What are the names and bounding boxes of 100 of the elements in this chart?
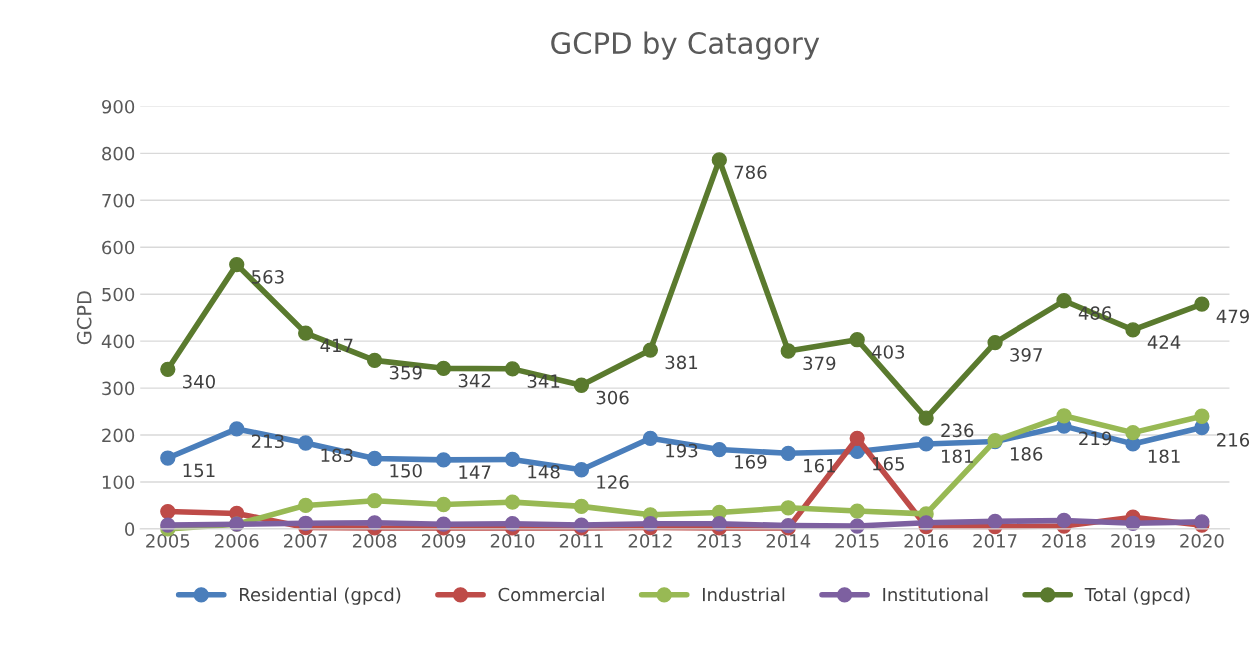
y-tick-label: 500 [102,287,135,302]
point [711,152,727,168]
point [298,325,314,341]
x-tick-label: 2007 [284,534,328,548]
data-label: 193 [666,443,698,458]
y-tick-label: 600 [102,240,135,255]
data-label: 147 [459,465,491,479]
data-label: 169 [735,455,767,469]
point [780,445,796,461]
x-tick-label: 2018 [1042,534,1086,548]
point [504,494,521,510]
legend-label: Industrial [702,587,785,602]
y-tick-label: 800 [102,146,135,161]
point [642,342,659,358]
point [573,462,590,478]
point [780,343,796,359]
x-tick-label: 2006 [215,534,259,548]
data-label: 340 [183,374,215,389]
data-label: 161 [804,458,835,473]
point [435,496,452,513]
point [160,450,176,466]
x-tick-label: 2010 [490,534,535,548]
data-label: 150 [390,463,422,478]
point [849,332,865,348]
y-tick-label: 400 [101,334,135,349]
point [1125,322,1141,338]
point [298,497,314,514]
x-tick-label: 2017 [973,534,1017,548]
legend-label: Institutional [883,587,988,602]
data-label: 341 [527,374,560,388]
point [711,441,727,458]
data-label: 342 [458,373,491,388]
legend-label: Residential (gpcd) [240,587,401,605]
point [435,360,452,376]
data-label: 424 [1147,335,1181,349]
data-label: 381 [665,355,698,370]
data-label: 397 [1010,348,1042,362]
data-label: 479 [1216,309,1249,324]
data-label: 403 [871,345,905,359]
data-label: 786 [734,165,767,180]
x-tick-label: 2012 [628,534,672,548]
y-tick-label: 0 [125,522,135,537]
data-label: 186 [1010,447,1043,461]
data-label: 126 [597,475,629,489]
y-tick-label: 100 [102,475,135,490]
point [918,410,934,426]
point [366,493,383,509]
x-tick-label: 2016 [904,534,948,548]
x-tick-label: 2015 [835,534,879,548]
data-label: 213 [251,434,284,449]
point [780,500,796,516]
data-label: 216 [1217,432,1250,447]
point [987,334,1003,351]
point [435,452,452,468]
x-tick-label: 2019 [1111,534,1155,548]
x-tick-label: 2008 [352,534,397,548]
y-tick-label: 700 [102,193,135,208]
point [1056,408,1072,424]
legend-label: Total (gpcd) [1084,587,1190,605]
data-label: 563 [252,270,284,284]
x-tick-label: 2005 [146,534,190,548]
x-tick-label: 2014 [766,534,811,548]
point [1194,408,1210,424]
point [642,430,659,446]
point [573,498,590,515]
y-tick-label: 900 [102,99,135,114]
data-label: 379 [803,356,836,371]
point [849,430,865,446]
point [160,361,176,377]
data-label: 151 [183,463,215,478]
point [1056,512,1072,529]
legend-label: Commercial [498,587,604,602]
point [918,436,934,452]
data-label: 359 [389,365,422,380]
data-label: 183 [321,448,353,463]
point [366,352,383,369]
x-tick-label: 2020 [1180,534,1224,548]
point [366,450,383,467]
data-label: 181 [1148,449,1180,464]
point [160,503,176,520]
point [1056,293,1072,309]
point [987,513,1003,530]
data-label: 181 [942,449,973,464]
point [504,361,521,377]
data-label: 306 [596,390,629,405]
x-tick-label: 2013 [697,534,741,548]
point [1125,425,1141,441]
data-label: 236 [941,423,974,438]
x-tick-label: 2011 [559,534,603,548]
point [1194,296,1210,312]
data-label: 148 [528,464,560,479]
point [849,503,865,519]
y-tick-label: 200 [102,428,135,443]
chart-title: GCPD by Catagory [551,31,820,60]
point [573,377,590,393]
x-tick-label: 2009 [421,534,466,548]
point [229,421,245,437]
point [504,451,521,468]
y-tick-label: 300 [102,381,135,396]
y-axis-title: GCPD [76,291,92,345]
